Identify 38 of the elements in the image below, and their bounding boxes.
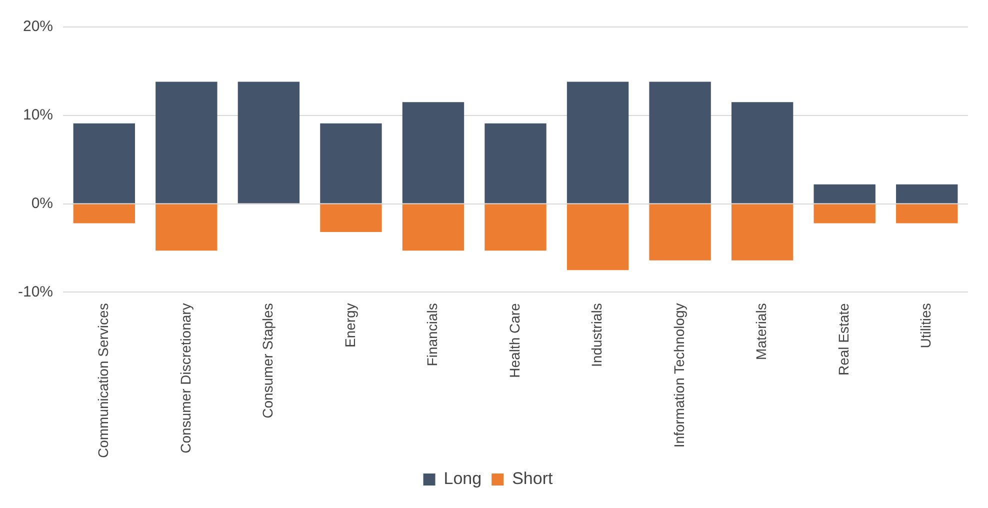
bar bbox=[566, 82, 629, 204]
bar bbox=[484, 204, 546, 251]
x-tick-label: Real Estate bbox=[835, 302, 852, 376]
x-tick-label: Materials bbox=[753, 303, 770, 360]
y-tick-label: 10% bbox=[22, 106, 54, 124]
x-tick-label: Communication Services bbox=[95, 303, 112, 458]
y-tick-label: 0% bbox=[31, 194, 54, 212]
bar bbox=[814, 184, 876, 204]
bar bbox=[896, 184, 958, 204]
x-tick-label: Financials bbox=[424, 303, 440, 366]
bar bbox=[238, 82, 300, 204]
x-tick-label: Health Care bbox=[506, 302, 522, 378]
legend-label: Long bbox=[444, 469, 482, 488]
legend-label: Short bbox=[512, 469, 553, 488]
bar bbox=[402, 204, 464, 251]
y-tick-label: 20% bbox=[22, 18, 54, 36]
bar bbox=[649, 204, 711, 260]
bar bbox=[896, 204, 958, 224]
x-tick-label: Utilities bbox=[918, 303, 934, 348]
bar bbox=[73, 204, 136, 224]
x-tick-label: Consumer Staples bbox=[260, 303, 276, 418]
bar bbox=[156, 204, 218, 251]
bar bbox=[566, 204, 629, 270]
bar bbox=[814, 204, 876, 224]
x-tick-label: Energy bbox=[342, 303, 358, 348]
bar bbox=[649, 82, 711, 204]
x-tick-label: Information Technology bbox=[670, 303, 687, 448]
y-tick-label: -10% bbox=[18, 283, 54, 300]
bar bbox=[484, 123, 546, 204]
x-tick-label: Industrials bbox=[588, 303, 605, 367]
bar bbox=[320, 123, 382, 204]
bar bbox=[73, 123, 136, 204]
bar bbox=[402, 102, 464, 204]
x-tick-label: Consumer Discretionary bbox=[177, 303, 194, 454]
bar bbox=[731, 102, 794, 204]
bar bbox=[156, 82, 218, 204]
bar bbox=[320, 204, 382, 232]
bar bbox=[731, 204, 794, 260]
